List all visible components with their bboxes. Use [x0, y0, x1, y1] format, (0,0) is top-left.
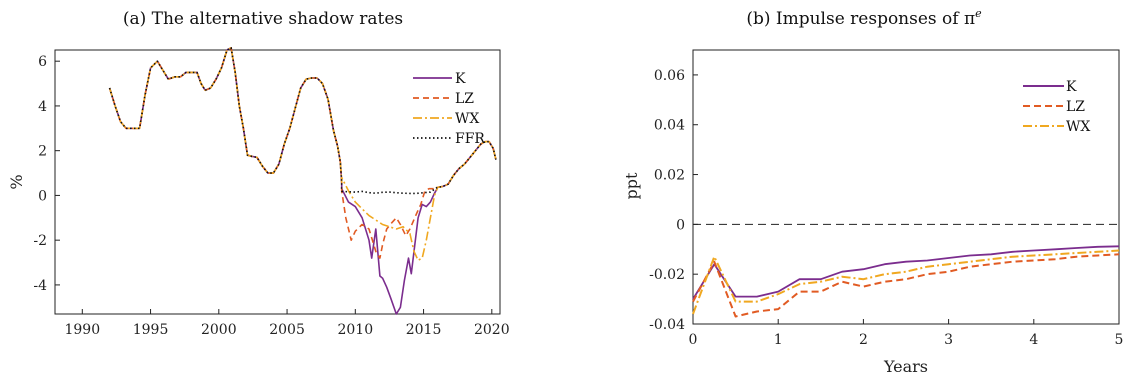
panel-b-ticks: 0 1 2 3 4 5 -0.04 -0.02 0 0.02 0.04 0.06 [649, 68, 1123, 348]
panel-a-legend-label-wx: WX [455, 111, 479, 127]
panel-a-xtick-label-2: 2000 [201, 322, 237, 338]
panel-b-ytick-label-4: 0.04 [654, 118, 685, 134]
panel-a-ytick-label-3: 2 [38, 144, 47, 160]
panel-a-xtick-label-3: 2005 [269, 322, 305, 338]
panel-b-series-lz-line [692, 253, 1120, 318]
panel-b-series-wx-line [692, 249, 1120, 315]
panel-b-ytick-label-0: -0.04 [649, 317, 685, 333]
panel-b-xlabel: Years [883, 357, 928, 376]
panel-a-lines [108, 46, 497, 315]
panel-a-xtick-label-4: 2010 [337, 322, 373, 338]
panel-a-ticks: 1990 1995 2000 2005 2010 2015 2020 -4 -2 0 2 4 6 [33, 54, 509, 338]
panel-a-plot-frame [54, 49, 501, 315]
panel-b-xtick-label-1: 1 [774, 332, 783, 348]
panel-a-legend: K LZ WX FFR [413, 71, 485, 147]
panel-b-title-superscript: e [975, 7, 982, 20]
panel-b-xtick-label-3: 3 [944, 332, 953, 348]
panel-b-xtick-label-2: 2 [859, 332, 868, 348]
panel-a-ytick-label-0: -4 [33, 278, 47, 294]
panel-a-series-wx-line [108, 46, 497, 262]
panel-b-xtick-label-5: 5 [1115, 332, 1124, 348]
panel-b-title-main: (b) Impulse responses of π [746, 9, 975, 29]
panel-a-ytick-label-1: -2 [33, 233, 47, 249]
panel-b-legend-label-lz: LZ [1066, 99, 1085, 115]
panel-a-ytick-label-5: 6 [38, 54, 47, 70]
panel-a-legend-label-k: K [455, 71, 466, 87]
panel-b-ytick-label-3: 0.02 [654, 168, 685, 184]
panel-b-legend-label-k: K [1066, 79, 1077, 95]
panel-a-xtick-label-5: 2015 [406, 322, 442, 338]
panel-a-ytick-label-2: 0 [38, 188, 47, 204]
panel-b-impulse-responses: (b) Impulse responses of πe ppt Years 0 1… [622, 7, 1123, 376]
panel-b-series-k-line [692, 245, 1120, 300]
panel-a-xtick-label-1: 1995 [133, 322, 169, 338]
panel-b-plot-frame [692, 49, 1120, 325]
panel-a-series-k-line [108, 46, 497, 315]
panel-b-legend: K LZ WX [1023, 79, 1090, 135]
panel-a-legend-label-lz: LZ [455, 91, 474, 107]
panel-b-ylabel: ppt [622, 172, 641, 199]
panel-a-ytick-label-4: 4 [38, 99, 47, 115]
panel-a-xtick-label-6: 2020 [474, 322, 510, 338]
panel-b-ytick-label-1: -0.02 [649, 267, 685, 283]
panel-a-xtick-label-0: 1990 [64, 322, 100, 338]
panel-a-legend-label-ffr: FFR [455, 131, 485, 147]
panel-b-legend-label-wx: WX [1066, 119, 1090, 135]
panel-b-ytick-label-5: 0.06 [654, 68, 685, 84]
panel-b-title: (b) Impulse responses of πe [746, 7, 982, 29]
panel-b-xtick-label-0: 0 [689, 332, 698, 348]
panel-b-xtick-label-4: 4 [1029, 332, 1038, 348]
panel-b-lines [692, 245, 1120, 318]
panel-a-series-ffr-line [108, 46, 497, 195]
panel-b-ytick-label-2: 0 [676, 217, 685, 233]
panel-a-shadow-rates: (a) The alternative shadow rates % 1990 1… [7, 9, 510, 338]
panel-a-title: (a) The alternative shadow rates [123, 9, 403, 29]
panel-a-ylabel: % [7, 174, 26, 189]
